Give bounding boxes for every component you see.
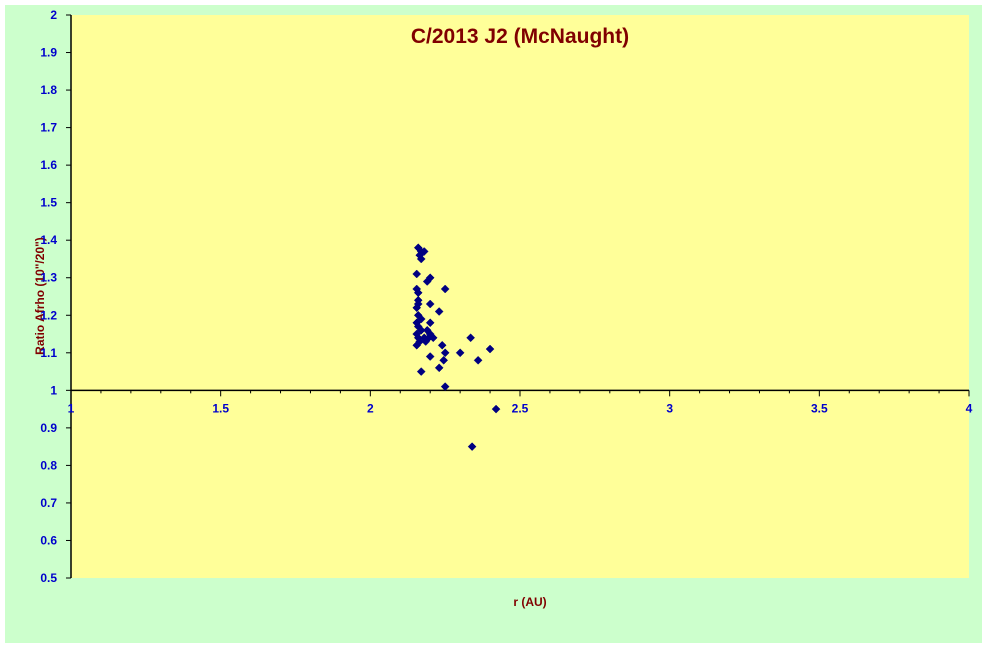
data-point bbox=[466, 333, 475, 343]
y-tick-label: 0.8 bbox=[40, 458, 57, 472]
y-tick-label: 0.6 bbox=[40, 533, 57, 547]
y-tick-label: 1.1 bbox=[40, 346, 57, 360]
data-point bbox=[416, 254, 426, 264]
axes bbox=[66, 14, 970, 579]
data-point bbox=[434, 363, 444, 373]
data-point bbox=[440, 382, 450, 391]
y-tick-label: 1.8 bbox=[40, 83, 57, 97]
data-point bbox=[425, 318, 435, 328]
data-point bbox=[416, 367, 426, 376]
data-point bbox=[467, 442, 477, 451]
y-axis-title: Ratio Afrho (10"/20") bbox=[33, 237, 47, 355]
x-axis-title: r (AU) bbox=[513, 595, 546, 609]
plot-area bbox=[71, 15, 969, 578]
x-tick-labels: 1 1.5 2 2.5 3 3.5 4 bbox=[68, 401, 973, 415]
data-point bbox=[491, 404, 501, 414]
y-tick-label: 1.4 bbox=[40, 233, 57, 247]
x-tick-label: 2.5 bbox=[512, 401, 529, 415]
x-tick-label: 2 bbox=[367, 401, 374, 415]
y-tick-label: 1.5 bbox=[40, 196, 57, 210]
data-point bbox=[425, 352, 435, 361]
x-tick-label: 1 bbox=[68, 401, 75, 415]
data-point bbox=[412, 303, 422, 313]
x-tick-label: 1.5 bbox=[212, 401, 229, 415]
y-tick-label: 1.2 bbox=[40, 308, 57, 322]
data-points bbox=[412, 243, 501, 451]
x-tick-label: 3.5 bbox=[811, 401, 828, 415]
data-point bbox=[455, 348, 465, 358]
data-point bbox=[428, 333, 438, 343]
data-point bbox=[422, 277, 432, 286]
y-tick-labels: 0.5 0.6 0.7 0.8 0.9 1 1.1 1.2 1.3 1.4 1.5 1.6 1.7 1.8… bbox=[40, 8, 57, 585]
data-point bbox=[440, 284, 450, 294]
data-point bbox=[473, 355, 483, 365]
chart-title: C/2013 J2 (McNaught) bbox=[411, 25, 629, 48]
y-tick-label: 0.5 bbox=[40, 571, 57, 585]
y-tick-label: 1.9 bbox=[40, 46, 57, 60]
data-point bbox=[440, 348, 450, 358]
y-tick-label: 1 bbox=[50, 383, 57, 397]
data-point bbox=[485, 344, 495, 354]
data-point bbox=[412, 340, 422, 350]
data-point bbox=[439, 355, 449, 365]
y-tick-label: 1.7 bbox=[40, 121, 57, 135]
y-tick-label: 0.9 bbox=[40, 421, 57, 435]
y-tick-label: 1.3 bbox=[40, 271, 57, 285]
data-point bbox=[434, 307, 444, 316]
x-tick-label: 4 bbox=[966, 401, 973, 415]
data-point bbox=[421, 337, 431, 346]
data-point bbox=[425, 299, 435, 309]
data-point bbox=[437, 340, 447, 350]
x-tick-label: 3 bbox=[666, 401, 673, 415]
y-tick-label: 2 bbox=[50, 8, 57, 22]
data-point bbox=[412, 269, 422, 279]
y-tick-label: 1.6 bbox=[40, 158, 57, 172]
y-tick-label: 0.7 bbox=[40, 496, 57, 510]
